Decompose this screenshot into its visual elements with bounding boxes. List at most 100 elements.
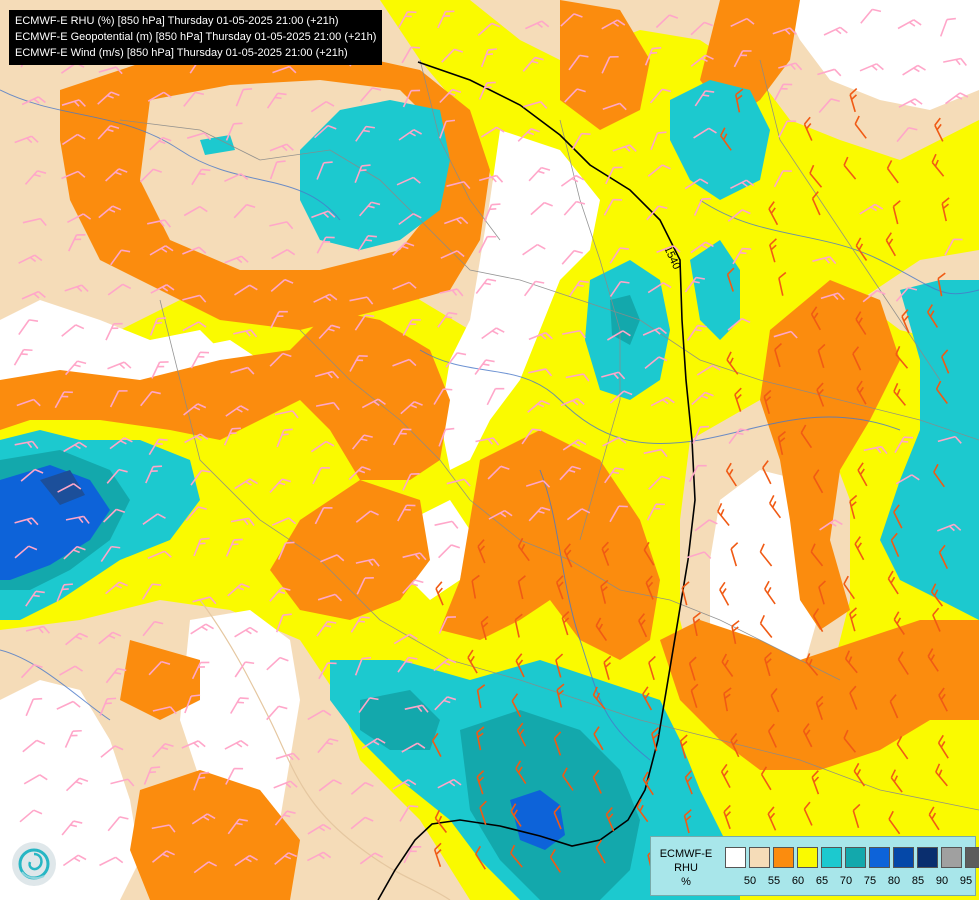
wind-barb <box>684 770 693 795</box>
wind-barb <box>227 583 250 597</box>
wind-barb <box>887 570 899 595</box>
wind-barb <box>271 248 296 260</box>
wind-barb <box>227 818 248 835</box>
wind-barb <box>233 203 256 219</box>
wind-barb <box>890 532 900 558</box>
wind-barb <box>843 729 857 753</box>
wind-barb <box>183 91 205 107</box>
wind-barb <box>932 607 941 632</box>
wind-barb <box>358 201 381 217</box>
wind-barb <box>563 543 573 568</box>
wind-barb <box>636 798 649 823</box>
wind-barb <box>152 743 174 758</box>
wind-barb <box>684 276 706 293</box>
wind-barb <box>350 816 374 830</box>
wind-barb <box>719 127 732 151</box>
wind-barb <box>193 861 217 874</box>
wind-barb <box>433 842 442 867</box>
wind-barb <box>350 616 370 633</box>
wind-barb <box>139 168 163 183</box>
wind-barb <box>67 233 86 252</box>
wind-barb <box>183 403 207 416</box>
wind-barb <box>772 27 797 35</box>
wind-barb <box>560 397 585 407</box>
wind-barb <box>812 608 824 633</box>
wind-barb <box>721 653 734 677</box>
wind-barb <box>59 665 84 676</box>
wind-barb <box>528 166 551 182</box>
wind-barb <box>849 685 858 710</box>
wind-barb <box>612 144 637 152</box>
wind-barb <box>100 745 124 758</box>
wind-barb <box>811 770 820 795</box>
wind-barb <box>98 631 122 645</box>
wind-barb <box>688 656 697 681</box>
wind-barb <box>314 124 337 139</box>
wind-barb <box>440 250 465 259</box>
wind-barb <box>192 596 217 605</box>
wind-barb <box>642 771 654 796</box>
wind-barb <box>764 580 776 605</box>
wind-barb <box>269 143 294 152</box>
wind-barb <box>393 633 418 645</box>
wind-barb <box>810 306 821 331</box>
wind-barb <box>859 63 884 72</box>
wind-barb <box>719 581 730 606</box>
wind-barb <box>595 839 606 864</box>
wind-barb <box>270 278 294 293</box>
wind-barb <box>693 127 717 139</box>
wind-barb <box>890 769 903 793</box>
wind-barb <box>149 317 167 336</box>
wind-barb <box>355 125 375 142</box>
wind-barb <box>516 722 527 747</box>
wind-barb <box>642 327 667 336</box>
wind-barb <box>62 854 87 867</box>
legend-swatch <box>941 847 962 868</box>
wind-barb <box>601 55 619 74</box>
wind-barb <box>941 349 950 374</box>
legend-tick-label: 60 <box>791 875 805 887</box>
wind-barb <box>359 87 382 103</box>
wind-barb <box>98 205 122 219</box>
wind-barb <box>515 653 525 678</box>
wind-barb <box>595 617 608 642</box>
wind-barb <box>760 766 772 791</box>
wind-barb <box>439 288 464 297</box>
wind-barb <box>310 440 335 453</box>
wind-barb <box>774 83 793 101</box>
wind-barb <box>514 613 523 638</box>
wind-barb <box>819 519 843 531</box>
wind-barb <box>149 245 174 256</box>
wind-barb <box>823 26 848 36</box>
wind-barb <box>523 100 548 109</box>
wind-barb <box>23 774 48 785</box>
wind-barb <box>402 473 420 491</box>
wind-barb <box>64 729 82 748</box>
legend-swatch <box>797 847 818 868</box>
wind-barb <box>191 813 216 825</box>
wind-barb <box>855 311 867 335</box>
wind-barb <box>354 164 371 183</box>
wind-barb <box>811 191 821 216</box>
wind-barb <box>183 205 208 217</box>
wind-barb <box>433 388 453 405</box>
wind-barb <box>476 770 485 795</box>
wind-barb <box>467 649 478 674</box>
wind-barb <box>562 439 587 451</box>
wind-barb <box>107 361 132 370</box>
wind-barb <box>143 766 161 785</box>
wind-barb <box>556 683 565 708</box>
wind-barb <box>151 850 175 863</box>
wind-barb <box>355 558 380 567</box>
wind-barb <box>862 289 886 303</box>
wind-barb <box>852 803 861 829</box>
wind-barb <box>815 695 824 721</box>
wind-barb <box>773 330 798 339</box>
wind-barb <box>318 779 342 792</box>
wind-barb <box>734 88 744 113</box>
wind-barb <box>927 648 939 672</box>
title-line-geopotential: ECMWF-E Geopotential (m) [850 hPa] Thurs… <box>15 31 377 43</box>
wind-barb <box>446 181 471 190</box>
wind-barb <box>398 11 417 28</box>
wind-barb <box>25 697 43 717</box>
